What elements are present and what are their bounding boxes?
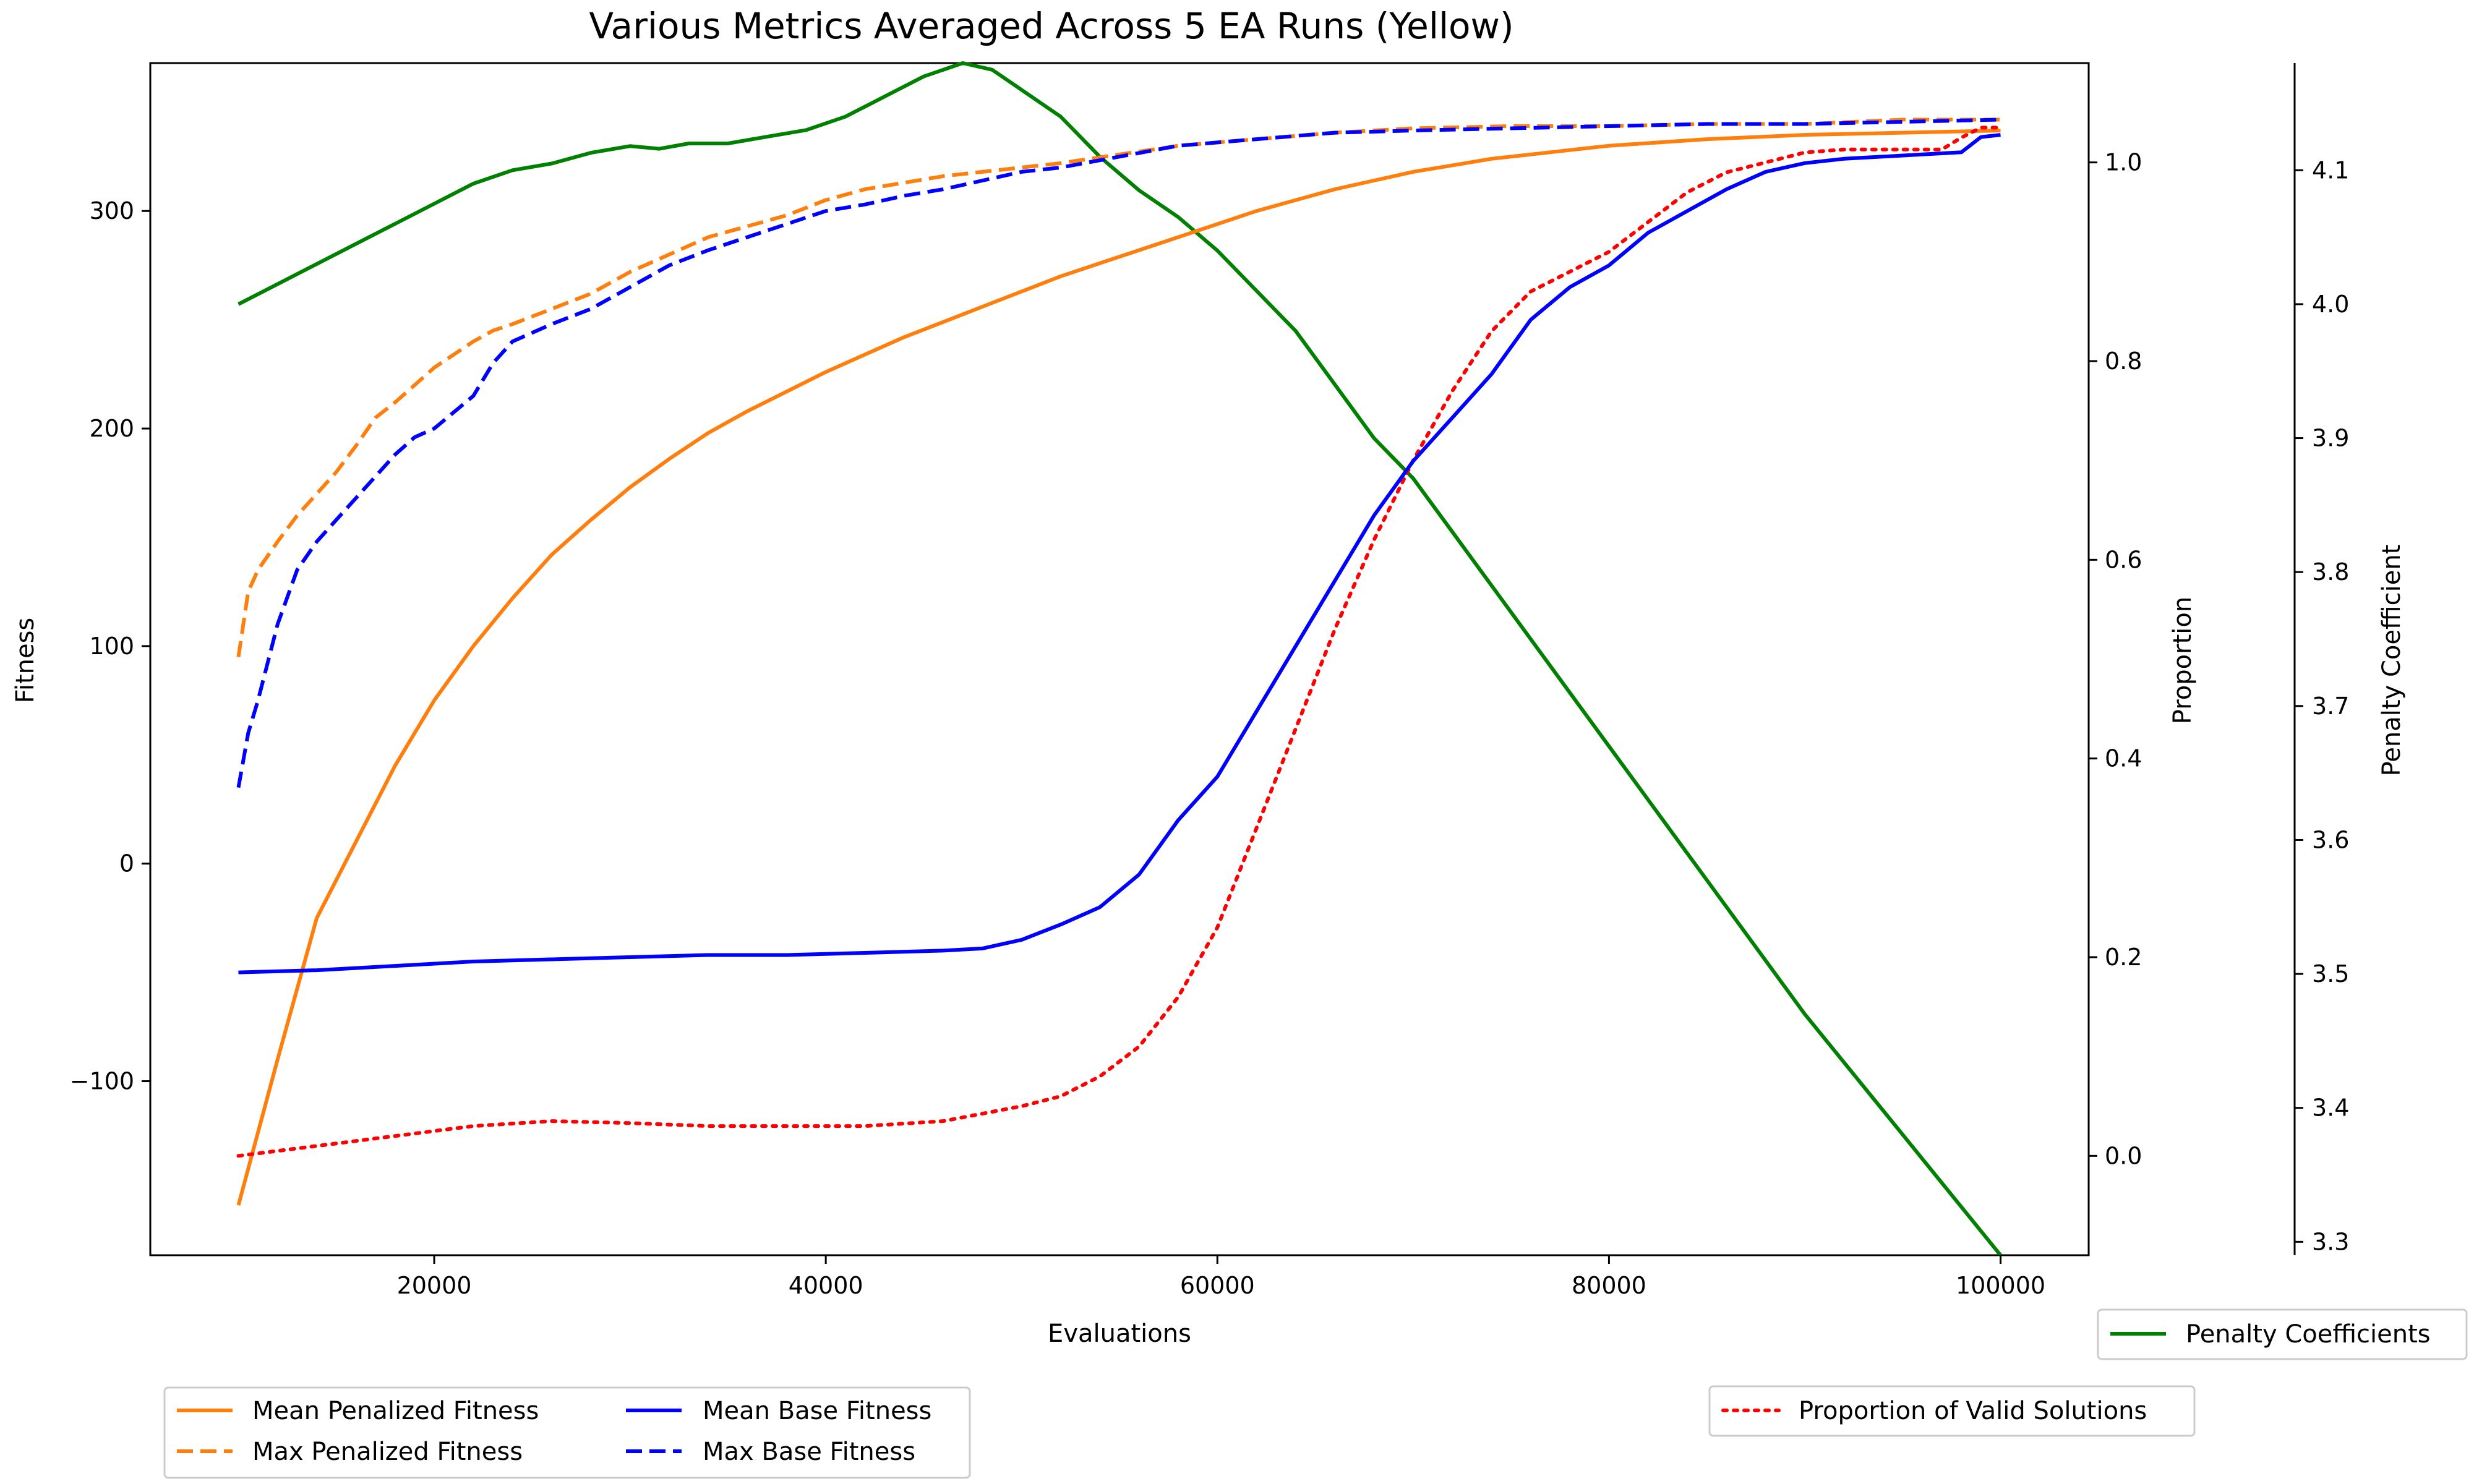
legend-proportion-box xyxy=(1708,1385,2196,1437)
x-tick-label: 80000 xyxy=(1572,1272,1646,1299)
legend-label-proportion-valid: Proportion of Valid Solutions xyxy=(1799,1397,2147,1425)
legend-proportion: Proportion of Valid Solutions xyxy=(1708,1385,2196,1437)
proportion-tick-label: 0.0 xyxy=(2105,1142,2142,1169)
legend-label-penalty-coefficients: Penalty Coefficients xyxy=(2186,1320,2431,1349)
penalty-tick-label: 3.6 xyxy=(2312,826,2349,853)
series-proportion-of-valid-solutions xyxy=(236,126,2003,1158)
x-axis-ticks: 20000 40000 60000 80000 100000 xyxy=(397,1255,2045,1299)
fitness-tick-label: 100 xyxy=(89,633,134,660)
series-mean-penalized-fitness xyxy=(236,129,2001,1206)
penalty-tick-label: 4.0 xyxy=(2312,291,2349,318)
x-tick-label: 40000 xyxy=(789,1272,863,1299)
fitness-axis-label: Fitness xyxy=(11,618,40,704)
legend-fitness-box xyxy=(163,1386,971,1479)
penalty-tick-label: 3.7 xyxy=(2312,693,2349,720)
proportion-tick-label: 1.0 xyxy=(2105,149,2142,176)
proportion-axis-label: Proportion xyxy=(2168,597,2197,724)
fitness-axis-ticks: −100 0 100 200 300 xyxy=(70,197,150,1095)
legend-label-mean-penalized: Mean Penalized Fitness xyxy=(252,1397,539,1425)
fitness-tick-label: −100 xyxy=(70,1068,134,1095)
legend-label-max-base: Max Base Fitness xyxy=(703,1438,915,1466)
legend-penalty: Penalty Coefficients xyxy=(2097,1308,2468,1360)
fitness-tick-label: 200 xyxy=(89,415,134,442)
legend-fitness: Mean Penalized Fitness Max Penalized Fit… xyxy=(163,1386,971,1479)
series-penalty-coefficients xyxy=(238,61,2002,1255)
fitness-tick-label: 0 xyxy=(119,850,134,877)
penalty-axis-ticks: 3.3 3.4 3.5 3.6 3.7 3.8 3.9 4.0 4.1 xyxy=(2295,156,2349,1255)
penalty-tick-label: 3.8 xyxy=(2312,558,2349,586)
proportion-tick-label: 0.2 xyxy=(2105,944,2142,971)
proportion-tick-label: 0.6 xyxy=(2105,546,2142,573)
plot-frame xyxy=(149,62,2090,1256)
legend-label-mean-base: Mean Base Fitness xyxy=(703,1397,931,1425)
series-max-penalized-fitness xyxy=(236,117,2001,657)
x-axis-label: Evaluations xyxy=(1048,1320,1191,1348)
proportion-axis-ticks: 0.0 0.2 0.4 0.6 0.8 1.0 xyxy=(2089,149,2142,1169)
x-tick-label: 20000 xyxy=(397,1272,472,1299)
penalty-tick-label: 3.9 xyxy=(2312,425,2349,452)
penalty-tick-label: 3.4 xyxy=(2312,1094,2349,1122)
chart-title: Various Metrics Averaged Across 5 EA Run… xyxy=(589,5,1513,47)
series-layer xyxy=(236,61,2003,1255)
proportion-tick-label: 0.8 xyxy=(2105,348,2142,375)
legend-label-max-penalized: Max Penalized Fitness xyxy=(252,1438,523,1466)
legend-penalty-box xyxy=(2097,1308,2468,1360)
series-max-base-fitness xyxy=(236,117,2001,788)
x-tick-label: 60000 xyxy=(1180,1272,1255,1299)
series-mean-base-fitness xyxy=(238,133,2001,974)
fitness-tick-label: 300 xyxy=(89,197,134,224)
penalty-tick-label: 3.5 xyxy=(2312,960,2349,987)
x-tick-label: 100000 xyxy=(1956,1272,2045,1299)
penalty-tick-label: 3.3 xyxy=(2312,1228,2349,1255)
penalty-axis-label: Penalty Coefficient xyxy=(2378,545,2406,777)
penalty-tick-label: 4.1 xyxy=(2312,156,2349,184)
proportion-tick-label: 0.4 xyxy=(2105,745,2142,772)
